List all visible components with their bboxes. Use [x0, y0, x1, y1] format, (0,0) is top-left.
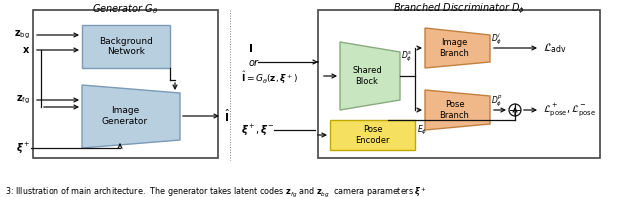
Bar — [330, 120, 415, 150]
Text: $\mathcal{L}_\mathrm{adv}$: $\mathcal{L}_\mathrm{adv}$ — [543, 41, 567, 55]
Text: $D^i_\phi$: $D^i_\phi$ — [491, 31, 502, 47]
Text: Shared
Block: Shared Block — [352, 66, 382, 86]
Polygon shape — [425, 28, 490, 68]
Text: Pose
Branch: Pose Branch — [440, 100, 469, 120]
Bar — [33, 10, 218, 158]
Text: $\hat{\mathbf{I}}$: $\hat{\mathbf{I}}$ — [224, 108, 230, 124]
Text: Image
Generator: Image Generator — [102, 106, 148, 126]
Text: Background
Network: Background Network — [99, 37, 153, 56]
Text: Branched Discriminator $D_\phi$: Branched Discriminator $D_\phi$ — [393, 2, 525, 16]
Text: 3: Illustration of main architecture.  The generator takes latent codes $\mathbf: 3: Illustration of main architecture. Th… — [5, 185, 427, 197]
Text: $\mathbf{I}$: $\mathbf{I}$ — [248, 42, 253, 54]
Text: $\mathbf{z}_\mathrm{bg}$: $\mathbf{z}_\mathrm{bg}$ — [14, 29, 30, 41]
Polygon shape — [425, 90, 490, 130]
Polygon shape — [82, 85, 180, 148]
Text: $D^s_\phi$: $D^s_\phi$ — [401, 50, 412, 64]
Text: Generator $G_\theta$: Generator $G_\theta$ — [92, 2, 159, 16]
Text: $\mathbf{x}$: $\mathbf{x}$ — [22, 45, 30, 55]
Text: $\mathbf{z}_\mathrm{fg}$: $\mathbf{z}_\mathrm{fg}$ — [16, 94, 30, 106]
Text: $D^p_\phi$: $D^p_\phi$ — [491, 93, 503, 109]
Text: $\boldsymbol{\xi}^+$: $\boldsymbol{\xi}^+$ — [16, 140, 30, 156]
Text: Image
Branch: Image Branch — [440, 38, 469, 58]
Text: Pose
Encoder: Pose Encoder — [355, 125, 390, 145]
Text: $\mathcal{L}^+_\mathrm{pose}, \mathcal{L}^-_\mathrm{pose}$: $\mathcal{L}^+_\mathrm{pose}, \mathcal{L… — [543, 102, 596, 118]
Text: $\hat{\mathbf{I}} = G_\theta(\mathbf{z},\boldsymbol{\xi}^+)$: $\hat{\mathbf{I}} = G_\theta(\mathbf{z},… — [241, 70, 298, 86]
Text: $\boldsymbol{\xi}^+, \boldsymbol{\xi}^-$: $\boldsymbol{\xi}^+, \boldsymbol{\xi}^-$ — [241, 123, 275, 138]
Text: $E_\phi$: $E_\phi$ — [417, 124, 427, 137]
Bar — [82, 25, 170, 68]
Polygon shape — [340, 42, 400, 110]
Text: $or$: $or$ — [248, 57, 260, 68]
Bar — [318, 10, 600, 158]
